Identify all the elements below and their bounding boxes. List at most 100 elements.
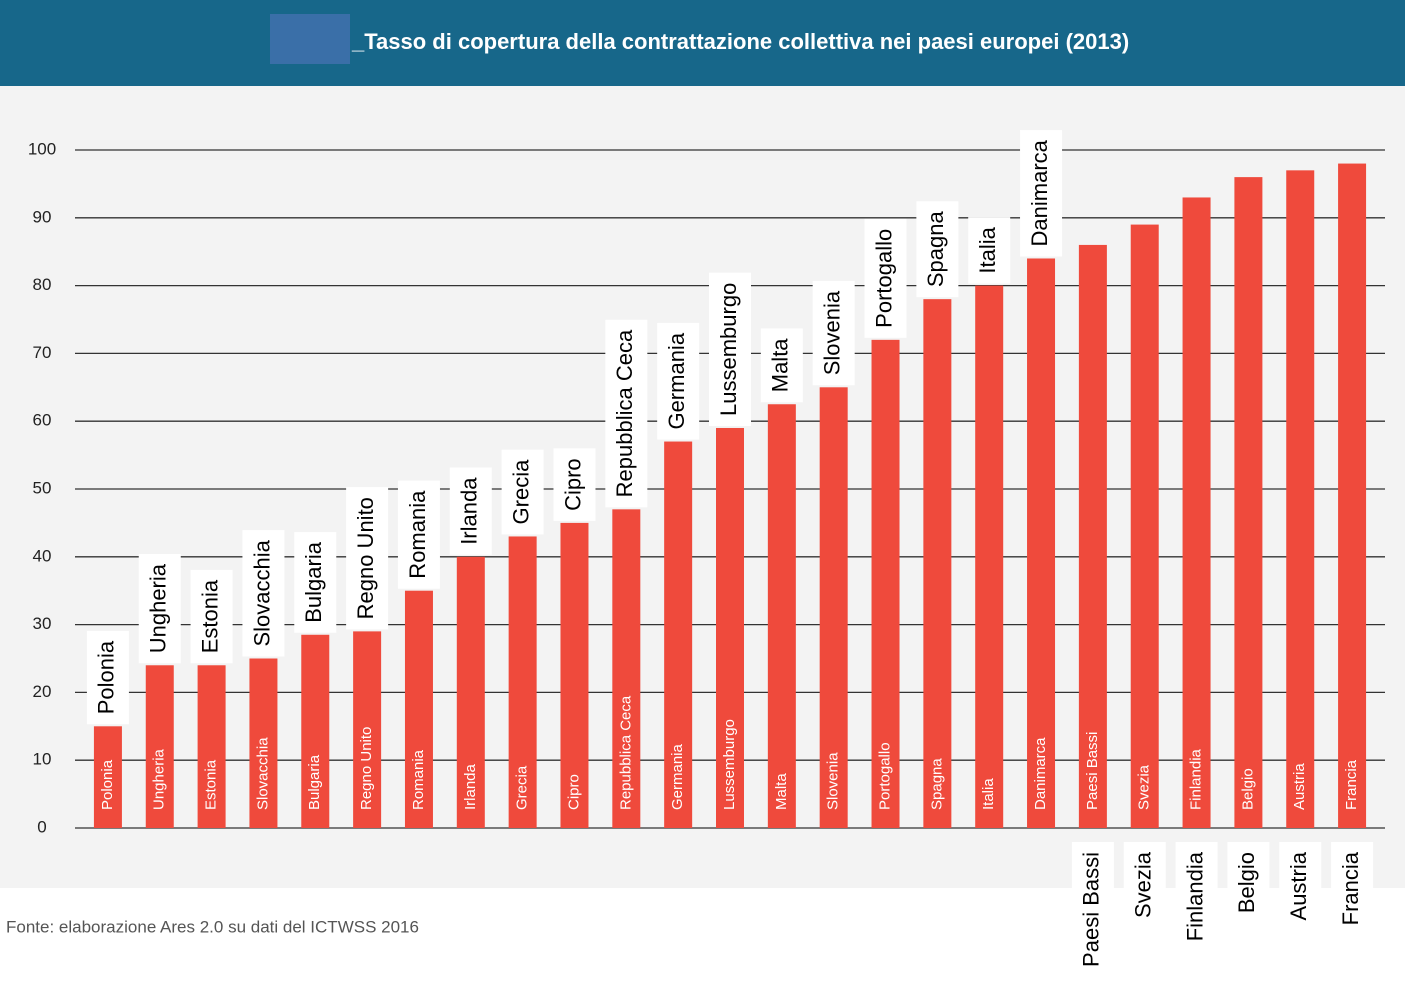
- label-box: [760, 328, 803, 403]
- bar-inner-label: Estonia: [203, 759, 220, 810]
- category-label: Belgio: [1234, 852, 1259, 913]
- bar: [1078, 244, 1107, 829]
- category-label: Italia: [975, 226, 1000, 273]
- bar: [664, 441, 693, 828]
- label-box: [553, 448, 596, 521]
- y-tick-label: 90: [33, 207, 52, 226]
- bar: [197, 665, 226, 828]
- bar: [1338, 163, 1367, 828]
- category-label: Romania: [405, 490, 430, 579]
- bar: [508, 536, 537, 828]
- category-label: Svezia: [1131, 851, 1156, 918]
- label-box: [86, 630, 129, 725]
- chart-title: _Tasso di copertura della contrattazione…: [351, 29, 1129, 54]
- bar-inner-label: Austria: [1291, 763, 1308, 810]
- bar: [975, 285, 1004, 829]
- bar-inner-label: Repubblica Ceca: [617, 695, 634, 810]
- bar-inner-label: Finlandia: [1188, 748, 1205, 810]
- label-box: [449, 467, 492, 555]
- bar: [1286, 170, 1315, 829]
- label-box: [138, 553, 181, 664]
- label-box: [1175, 842, 1218, 952]
- category-label: Francia: [1338, 851, 1363, 925]
- label-box: [190, 569, 233, 664]
- bar: [819, 387, 848, 828]
- bar-inner-label: Germania: [669, 743, 686, 810]
- bar-inner-label: Paesi Bassi: [1084, 732, 1101, 810]
- bar-inner-label: Regno Unito: [358, 727, 375, 810]
- label-box: [501, 449, 544, 535]
- bar: [404, 590, 433, 828]
- label-box: [1071, 842, 1114, 977]
- label-box: [812, 280, 855, 386]
- logo-placeholder: [270, 14, 350, 64]
- bar-inner-label: Spagna: [928, 758, 945, 810]
- label-box: [709, 272, 751, 426]
- label-box: [1227, 842, 1270, 924]
- label-box: [605, 319, 648, 508]
- source-note: Fonte: elaborazione Ares 2.0 su dati del…: [6, 917, 419, 936]
- bar: [560, 522, 589, 828]
- bar-inner-label: Bulgaria: [306, 754, 323, 810]
- bar: [145, 665, 174, 828]
- y-tick-label: 0: [37, 817, 46, 836]
- bar: [93, 726, 122, 828]
- category-label: Germania: [664, 332, 689, 429]
- label-box: [242, 530, 285, 657]
- category-label: Grecia: [508, 459, 533, 525]
- y-tick-label: 60: [33, 411, 52, 430]
- label-box: [864, 218, 907, 338]
- category-label: Slovacchia: [249, 539, 274, 646]
- bar: [1234, 177, 1263, 828]
- bar-inner-label: Grecia: [514, 765, 531, 810]
- category-label: Repubblica Ceca: [612, 329, 637, 497]
- bar-inner-label: Danimarca: [1032, 737, 1049, 810]
- bar: [923, 299, 952, 828]
- label-box: [968, 217, 1011, 284]
- category-label: Ungheria: [146, 563, 171, 653]
- y-tick-label: 10: [33, 750, 52, 769]
- bar-inner-label: Italia: [980, 778, 997, 810]
- y-tick-label: 30: [33, 614, 52, 633]
- bar-inner-label: Belgio: [1239, 768, 1256, 810]
- bar-inner-label: Cipro: [565, 774, 582, 810]
- label-box: [346, 487, 389, 630]
- bar: [1130, 224, 1159, 828]
- y-tick-label: 20: [33, 682, 52, 701]
- bar: [767, 404, 796, 828]
- plot-background: [0, 86, 1405, 888]
- category-label: Lussemburgo: [716, 283, 741, 416]
- y-tick-label: 50: [33, 478, 52, 497]
- bar-inner-label: Lussemburgo: [721, 719, 738, 810]
- category-label: Estonia: [197, 579, 222, 653]
- label-box: [1123, 842, 1166, 929]
- label-box: [657, 322, 700, 440]
- bar: [456, 556, 485, 828]
- category-label: Cipro: [560, 458, 585, 511]
- label-box: [1279, 842, 1322, 931]
- bar: [1182, 197, 1211, 828]
- label-box: [397, 480, 440, 589]
- bar: [1027, 258, 1056, 829]
- bar-inner-label: Irlanda: [462, 763, 479, 810]
- category-label: Regno Unito: [353, 497, 378, 619]
- bar-inner-label: Malta: [773, 773, 790, 810]
- bar: [612, 509, 641, 828]
- category-label: Finlandia: [1182, 851, 1207, 941]
- category-label: Malta: [768, 338, 793, 393]
- bar-inner-label: Slovenia: [825, 752, 842, 810]
- y-tick-label: 40: [33, 546, 52, 565]
- label-box: [1331, 842, 1374, 936]
- bar-inner-label: Slovacchia: [254, 737, 271, 810]
- bar-inner-label: Polonia: [99, 759, 116, 810]
- bar-inner-label: Svezia: [1136, 764, 1153, 810]
- y-tick-label: 100: [28, 139, 56, 158]
- bar-inner-label: Portogallo: [876, 742, 893, 810]
- category-label: Bulgaria: [301, 541, 326, 622]
- bar: [353, 631, 382, 828]
- category-label: Danimarca: [1027, 139, 1052, 246]
- category-label: Polonia: [94, 640, 119, 714]
- category-label: Paesi Bassi: [1079, 852, 1104, 967]
- bar: [716, 427, 744, 828]
